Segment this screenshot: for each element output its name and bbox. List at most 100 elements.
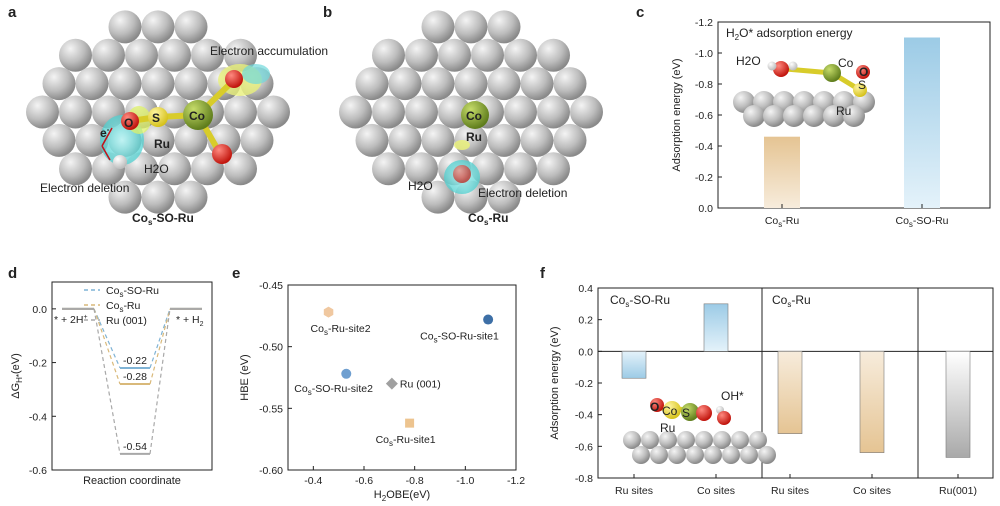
connector-2-1 <box>149 308 171 454</box>
label-part: Co <box>311 323 325 335</box>
inset-f-slab-atom <box>695 431 713 449</box>
connector-1-0 <box>93 308 121 385</box>
structure-title-a: Cos-SO-Ru <box>132 211 194 227</box>
slab-a <box>26 10 290 214</box>
slab-b-atom <box>388 67 422 101</box>
label-part: Co <box>294 383 308 395</box>
inset-f-label-s: S <box>682 406 690 420</box>
label-part: H <box>374 489 382 501</box>
inset-f-slab-atom <box>713 431 731 449</box>
inset-f-slab <box>623 431 776 464</box>
y-tick-label-c: -0.2 <box>695 172 713 184</box>
slab-b-atom <box>421 123 455 157</box>
label-part: 2 <box>382 494 387 503</box>
inset-c-slab-atom <box>763 105 785 127</box>
y-tick-label-c: -1.2 <box>695 17 713 29</box>
label-part: s <box>434 336 438 345</box>
y-tick-label-c: -0.4 <box>695 141 713 153</box>
sulfur-atom-a <box>148 107 168 127</box>
accumulation-cyan-a <box>242 64 270 84</box>
x-tick-label-c: Cos-Ru <box>765 215 800 229</box>
inset-c-cobalt <box>823 64 841 82</box>
inset-f-slab-atom <box>641 431 659 449</box>
inset-f-slab-atom <box>704 446 722 464</box>
y-tick-label-f: 0.2 <box>578 315 593 327</box>
slab-a-atom <box>240 123 274 157</box>
inset-f-slab-atom <box>650 446 668 464</box>
x-tick-label-e: -0.4 <box>304 475 322 487</box>
label-part: -SO-Ru <box>913 215 949 227</box>
y-tick-label-f: -0.2 <box>575 378 593 390</box>
slab-a-atom <box>158 38 191 72</box>
label-s-a: S <box>152 111 160 125</box>
inset-c-label-o: O <box>859 65 868 79</box>
panel-label-f: f <box>540 265 546 282</box>
label-part: s <box>909 220 913 229</box>
slab-b-atom <box>372 152 405 186</box>
group-label-f-0: Cos-SO-Ru <box>610 293 670 309</box>
slab-a-atom <box>224 95 257 129</box>
inset-f-sulfur-1 <box>663 401 681 419</box>
x-tick-label-e: -1.2 <box>507 475 525 487</box>
slab-a-atom <box>141 123 175 157</box>
inset-c-slab-atom <box>743 105 765 127</box>
slab-b-atom <box>421 180 455 214</box>
bar-f-3 <box>859 351 885 453</box>
x-tick-label-c: Cos-SO-Ru <box>895 215 948 229</box>
connector-0-0 <box>93 308 121 369</box>
inset-f-slab-atom <box>758 446 776 464</box>
y-tick-label-d: -0.6 <box>29 465 47 477</box>
y-tick-label-f: -0.6 <box>575 441 593 453</box>
x-axis-label-d: Reaction coordinate <box>83 475 181 487</box>
inset-f-slab-atom <box>632 446 650 464</box>
slab-a-atom <box>141 67 175 101</box>
inset-c: H2O Co O S Ru <box>728 45 876 127</box>
y-tick-label-c: -0.6 <box>695 110 713 122</box>
x-tick-label-f: Co sites <box>697 485 735 497</box>
cobalt-atom-a <box>183 100 213 130</box>
inset-f-oxygen <box>650 398 664 412</box>
bar-f-2 <box>777 351 803 434</box>
point-e-2 <box>341 368 352 379</box>
point-label-e-1: Cos-SO-Ru-site1 <box>420 331 499 345</box>
slab-b-atom <box>405 152 438 186</box>
plot-frame-e <box>287 284 517 471</box>
label-part: Co <box>610 293 626 307</box>
structure-b-adsorbates: Co Ru H2O Electron deletion Cos-Ru <box>408 101 567 227</box>
slab-b-atom <box>537 152 570 186</box>
y-tick-label-c: 0.0 <box>698 203 713 215</box>
inset-f-hydroxyl-oxygen <box>717 411 731 425</box>
inset-c-hydrogen-1 <box>767 61 777 71</box>
label-part: s <box>778 220 782 229</box>
y-tick-label-d: 0.0 <box>32 304 47 316</box>
inset-c-label-h2o: H2O <box>736 54 761 68</box>
y-tick-label-f: -0.8 <box>575 473 593 485</box>
inset-c-slab-atom <box>823 105 845 127</box>
inset-c-label-ru: Ru <box>836 104 851 118</box>
point-e-4 <box>405 418 415 428</box>
label-h2o-b: H2O <box>408 179 433 193</box>
slab-b-atom <box>405 38 438 72</box>
point-label-e-2: Cos-SO-Ru-site2 <box>294 383 373 397</box>
accumulation-blob-b <box>454 140 470 150</box>
label-part: -SO-Ru-site1 <box>438 331 499 343</box>
y-tick-label-f: 0.0 <box>578 346 593 358</box>
connector-1-1 <box>149 308 171 385</box>
slab-b-atom <box>553 67 587 101</box>
panel-label-d: d <box>8 265 17 282</box>
inset-f-slab-atom <box>731 431 749 449</box>
label-part: -SO-Ru <box>123 285 159 297</box>
inset-f-slab-atom <box>623 431 641 449</box>
slab-a-atom <box>108 180 142 214</box>
slab-a-atom <box>75 123 109 157</box>
group-label-f-1: Cos-Ru <box>772 293 811 309</box>
inset-c-oxygen-top <box>856 65 870 79</box>
label-part: Co <box>765 215 779 227</box>
slab-a-atom <box>125 38 158 72</box>
slab-a-atom <box>174 180 208 214</box>
slab-b-atom <box>421 10 455 44</box>
label-part: s <box>119 290 123 299</box>
label-part: Co <box>106 300 120 312</box>
inset-f-label-o: O <box>650 400 659 414</box>
legend-label-d: Ru (001) <box>106 315 147 327</box>
